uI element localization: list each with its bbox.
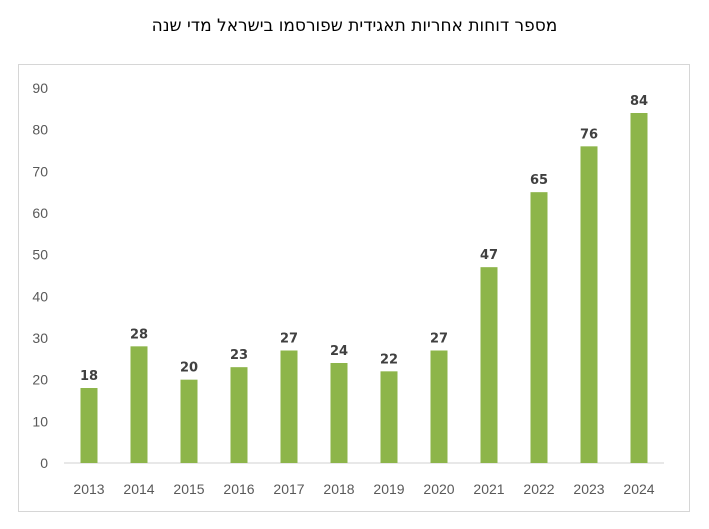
data-label-2023: 76 xyxy=(580,127,598,142)
data-label-2024: 84 xyxy=(630,94,648,109)
data-label-2020: 27 xyxy=(430,332,448,347)
data-label-2019: 22 xyxy=(380,352,398,367)
data-label-2013: 18 xyxy=(80,369,98,384)
bar-2022 xyxy=(530,192,548,463)
y-tick-label: 70 xyxy=(32,163,48,179)
x-tick-label-2013: 2013 xyxy=(73,481,104,497)
plot-frame xyxy=(18,64,690,512)
data-label-2018: 24 xyxy=(330,344,348,359)
bar-2017 xyxy=(280,350,298,463)
x-tick-label-2014: 2014 xyxy=(123,481,154,497)
x-tick-label-2015: 2015 xyxy=(173,481,204,497)
y-tick-label: 0 xyxy=(40,455,48,471)
x-tick-label-2021: 2021 xyxy=(473,481,504,497)
bar-2020 xyxy=(430,350,448,463)
bar-2018 xyxy=(330,363,348,463)
x-tick-label-2020: 2020 xyxy=(423,481,454,497)
y-tick-label: 40 xyxy=(32,288,48,304)
y-tick-label: 10 xyxy=(32,413,48,429)
x-tick-label-2017: 2017 xyxy=(273,481,304,497)
data-label-2022: 65 xyxy=(530,173,548,188)
chart-title: מספר דוחות אחריות תאגידית שפורסמו בישראל… xyxy=(151,16,558,36)
y-tick-label: 60 xyxy=(32,205,48,221)
bar-2021 xyxy=(480,267,498,463)
y-tick-label: 90 xyxy=(32,80,48,96)
data-label-2017: 27 xyxy=(280,332,298,347)
y-tick-label: 80 xyxy=(32,122,48,138)
data-label-2021: 47 xyxy=(480,248,498,263)
bar-2019 xyxy=(380,371,398,463)
bar-2023 xyxy=(580,146,598,464)
data-label-2015: 20 xyxy=(180,361,198,376)
bar-2024 xyxy=(630,113,648,463)
bar-2013 xyxy=(80,388,98,463)
bar-2015 xyxy=(180,379,198,463)
bar-2014 xyxy=(130,346,148,463)
x-tick-label-2018: 2018 xyxy=(323,481,354,497)
y-tick-label: 50 xyxy=(32,247,48,263)
x-tick-label-2024: 2024 xyxy=(623,481,654,497)
bar-2016 xyxy=(230,367,248,463)
x-tick-label-2023: 2023 xyxy=(573,481,604,497)
y-tick-label: 20 xyxy=(32,372,48,388)
data-label-2016: 23 xyxy=(230,348,248,363)
data-label-2014: 28 xyxy=(130,327,148,342)
x-tick-label-2016: 2016 xyxy=(223,481,254,497)
x-tick-label-2019: 2019 xyxy=(373,481,404,497)
y-tick-label: 30 xyxy=(32,330,48,346)
x-tick-label-2022: 2022 xyxy=(523,481,554,497)
